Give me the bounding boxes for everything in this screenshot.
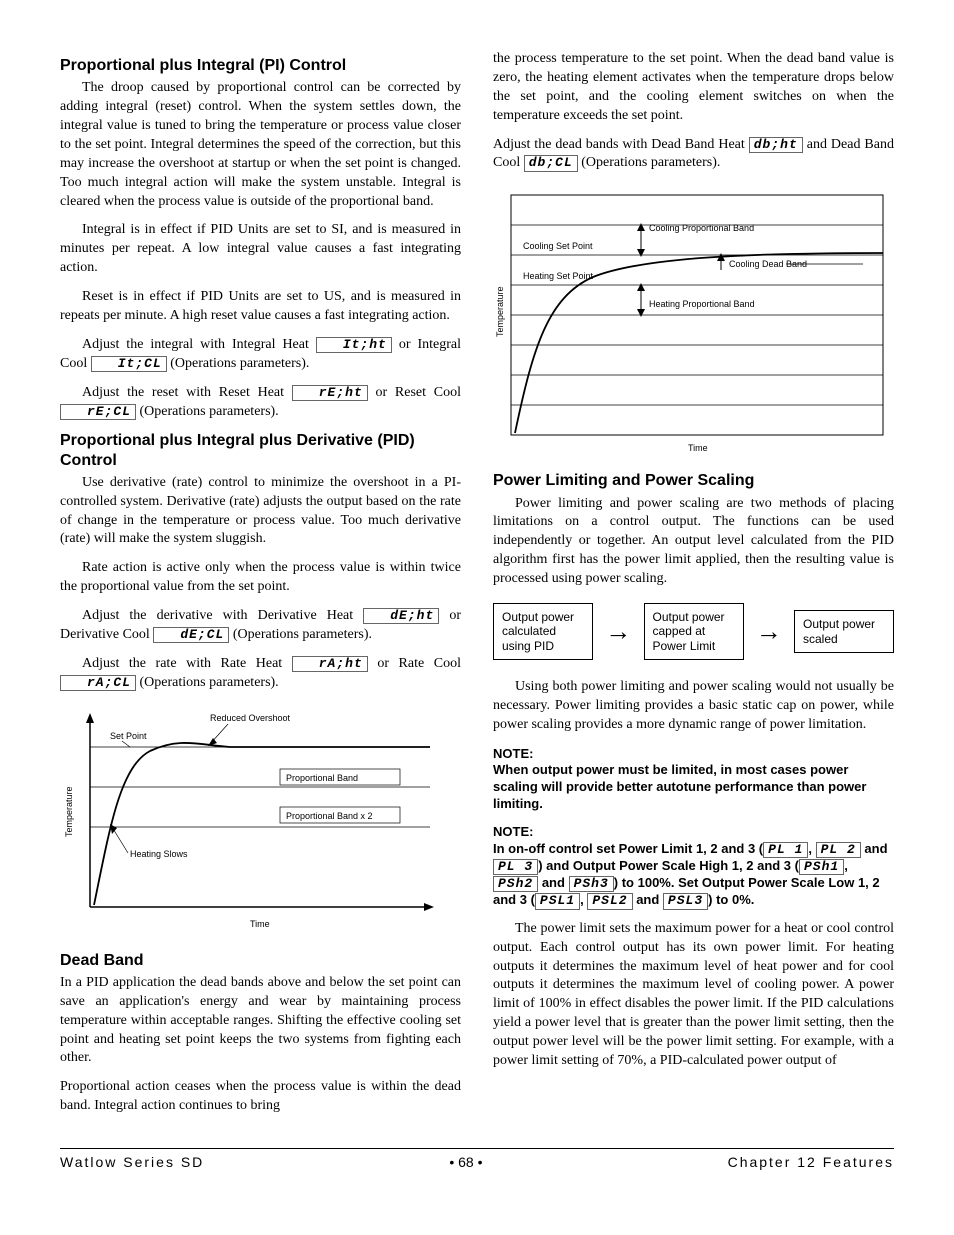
paragraph: Reset is in effect if PID Units are set …	[60, 288, 461, 326]
segment-display: dE;ht	[363, 608, 439, 624]
segment-display: db;CL	[524, 155, 578, 171]
svg-text:Heating Set Point: Heating Set Point	[523, 271, 594, 281]
right-column: the process temperature to the set point…	[493, 50, 894, 1126]
svg-text:Heating Slows: Heating Slows	[130, 849, 188, 859]
note-body: In on-off control set Power Limit 1, 2 a…	[493, 841, 894, 910]
power-flow-diagram: Output power calculated using PID → Outp…	[493, 603, 894, 660]
svg-text:Temperature: Temperature	[495, 287, 505, 338]
heading-pi-control: Proportional plus Integral (PI) Control	[60, 56, 461, 75]
footer-right: Chapter 12 Features	[728, 1153, 894, 1172]
segment-display: rA;CL	[60, 675, 136, 691]
flow-box: Output power scaled	[794, 610, 894, 653]
heading-pid-control: Proportional plus Integral plus Derivati…	[60, 431, 461, 469]
page-footer: Watlow Series SD • 68 • Chapter 12 Featu…	[60, 1148, 894, 1172]
left-column: Proportional plus Integral (PI) Control …	[60, 50, 461, 1126]
segment-display: db;ht	[749, 137, 803, 153]
note-label: NOTE:	[493, 745, 894, 763]
svg-text:Temperature: Temperature	[64, 786, 74, 837]
paragraph: Adjust the rate with Rate Heat rA;ht or …	[60, 655, 461, 693]
segment-display: rA;ht	[292, 656, 368, 672]
paragraph: Using both power limiting and power scal…	[493, 678, 894, 735]
paragraph: Adjust the reset with Reset Heat rE;ht o…	[60, 384, 461, 422]
svg-text:Cooling Set Point: Cooling Set Point	[523, 241, 593, 251]
paragraph: Proportional action ceases when the proc…	[60, 1078, 461, 1116]
flow-box: Output power capped at Power Limit	[644, 603, 744, 660]
svg-text:Cooling Proportional Band: Cooling Proportional Band	[649, 223, 754, 233]
footer-left: Watlow Series SD	[60, 1153, 204, 1172]
svg-text:Time: Time	[250, 919, 270, 929]
paragraph: Power limiting and power scaling are two…	[493, 495, 894, 589]
paragraph: Use derivative (rate) control to minimiz…	[60, 474, 461, 550]
segment-display: dE;CL	[153, 627, 229, 643]
flow-box: Output power calculated using PID	[493, 603, 593, 660]
paragraph: Adjust the integral with Integral Heat I…	[60, 336, 461, 374]
segment-display: PSh1	[799, 859, 844, 875]
segment-display: PSL2	[587, 893, 632, 909]
heading-dead-band: Dead Band	[60, 951, 461, 970]
footer-page-number: • 68 •	[449, 1153, 482, 1172]
segment-display: PSL3	[663, 893, 708, 909]
segment-display: PSh2	[493, 876, 538, 892]
segment-display: PSL1	[535, 893, 580, 909]
arrow-icon: →	[605, 619, 631, 645]
segment-display: rE;CL	[60, 404, 136, 420]
svg-text:Proportional Band x 2: Proportional Band x 2	[286, 811, 373, 821]
heading-power-limiting: Power Limiting and Power Scaling	[493, 471, 894, 490]
note-body: When output power must be limited, in mo…	[493, 762, 894, 813]
svg-text:Proportional Band: Proportional Band	[286, 773, 358, 783]
segment-display: PL 3	[493, 859, 538, 875]
svg-text:Reduced Overshoot: Reduced Overshoot	[210, 713, 291, 723]
paragraph: The droop caused by proportional control…	[60, 79, 461, 211]
paragraph: Adjust the derivative with Derivative He…	[60, 607, 461, 645]
paragraph: Integral is in effect if PID Units are s…	[60, 221, 461, 278]
paragraph: In a PID application the dead bands abov…	[60, 974, 461, 1068]
svg-text:Set Point: Set Point	[110, 731, 147, 741]
arrow-icon: →	[756, 619, 782, 645]
paragraph: The power limit sets the maximum power f…	[493, 920, 894, 1071]
paragraph: the process temperature to the set point…	[493, 50, 894, 126]
segment-display: It;CL	[91, 356, 167, 372]
dead-band-chart: Cooling Set Point Heating Set Point Cool…	[493, 187, 894, 457]
pid-chart: Set Point Reduced Overshoot Proportional…	[60, 707, 461, 937]
segment-display: PSh3	[569, 876, 614, 892]
svg-text:Heating Proportional Band: Heating Proportional Band	[649, 299, 755, 309]
note-label: NOTE:	[493, 823, 894, 841]
paragraph: Adjust the dead bands with Dead Band Hea…	[493, 136, 894, 174]
svg-text:Time: Time	[688, 443, 708, 453]
paragraph: Rate action is active only when the proc…	[60, 559, 461, 597]
segment-display: PL 1	[763, 842, 808, 858]
segment-display: It;ht	[316, 337, 392, 353]
segment-display: rE;ht	[292, 385, 368, 401]
segment-display: PL 2	[816, 842, 861, 858]
